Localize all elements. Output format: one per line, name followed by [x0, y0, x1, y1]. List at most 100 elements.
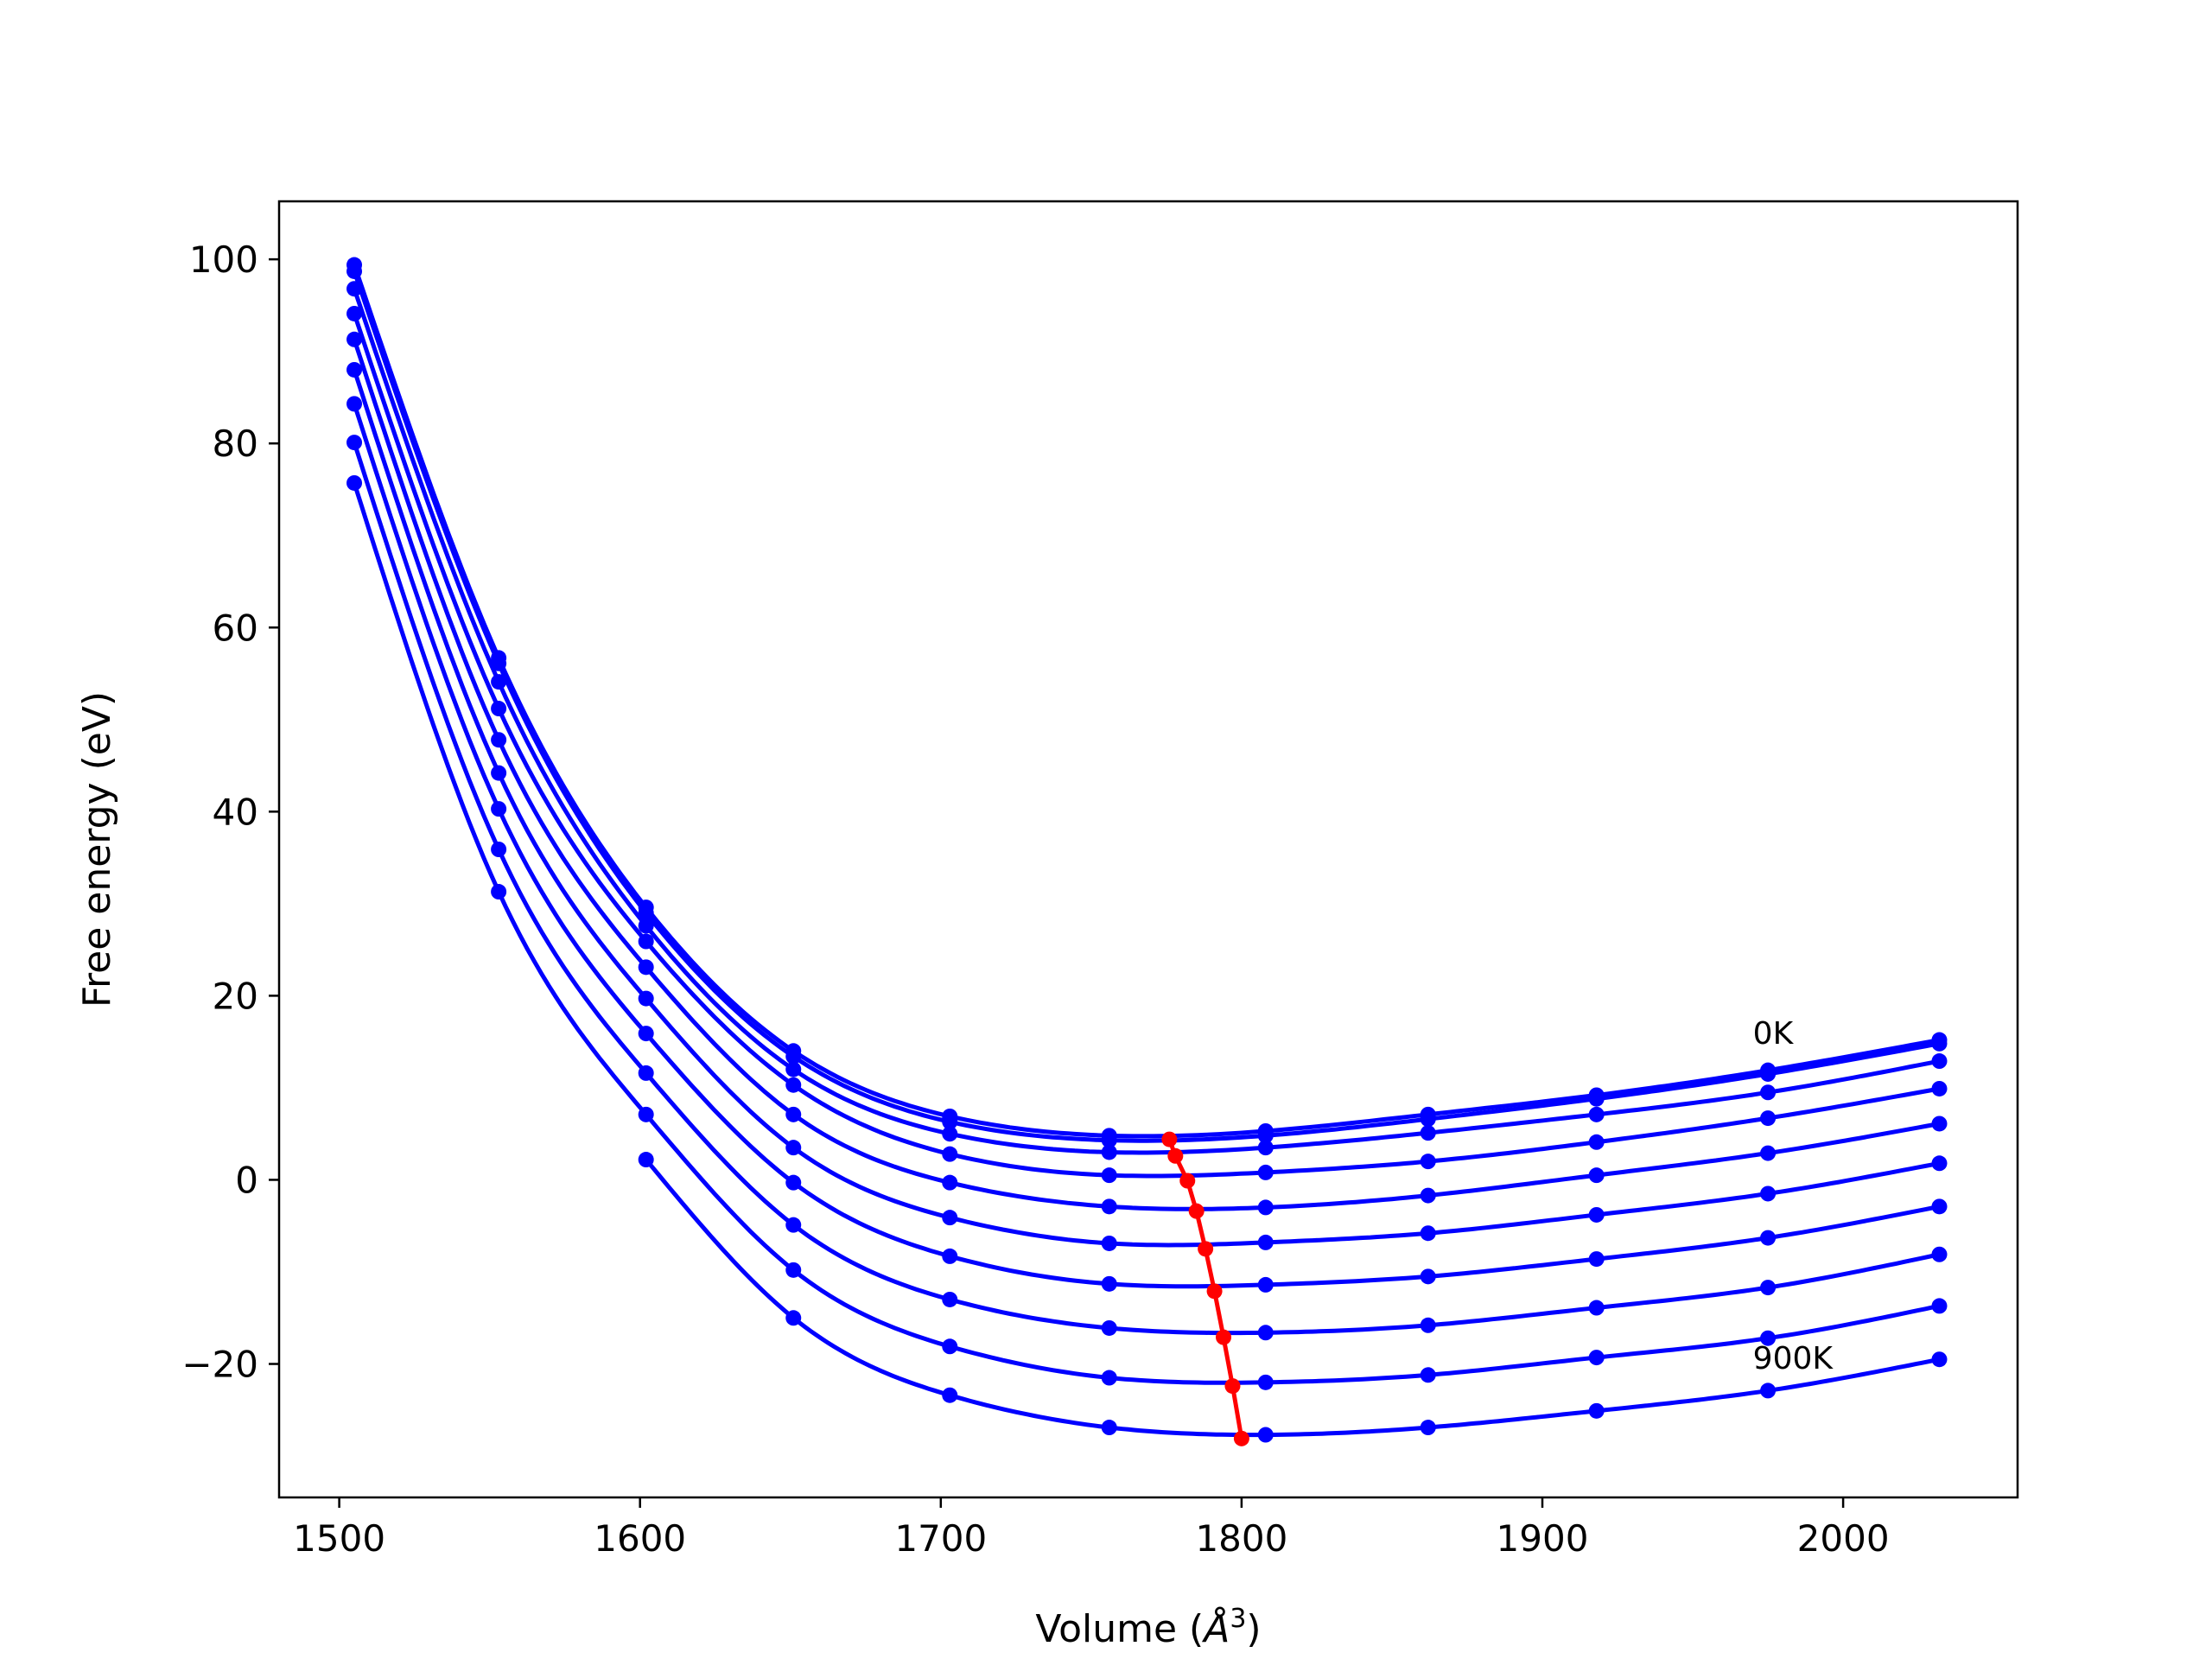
minima-point-3 [1188, 1203, 1205, 1219]
data-point-s6-6 [1257, 1276, 1274, 1293]
data-point-s6-10 [1931, 1198, 1948, 1215]
data-point-s8-2 [638, 1106, 654, 1122]
x-tick-label: 1900 [1497, 1517, 1589, 1560]
data-point-s5-5 [1101, 1235, 1117, 1251]
y-tick-label: 60 [213, 607, 258, 649]
x-tick-label: 1800 [1195, 1517, 1287, 1560]
data-point-s6-2 [638, 1026, 654, 1042]
minima-point-6 [1216, 1329, 1232, 1345]
data-point-s9-1 [785, 1310, 802, 1326]
data-point-s7-0 [346, 435, 363, 451]
x-tick-label: 2000 [1797, 1517, 1890, 1560]
data-point-s3-4 [942, 1146, 958, 1162]
data-point-s7-8 [1588, 1300, 1605, 1316]
minima-point-0 [1161, 1131, 1178, 1147]
data-point-s8-8 [1588, 1350, 1605, 1366]
minima-point-2 [1179, 1173, 1196, 1189]
data-point-s5-0 [346, 361, 363, 378]
x-axis-ticks: 1500 1600 1700 1800 1900 2000 [293, 1497, 1890, 1560]
minima-point-8 [1233, 1430, 1249, 1446]
series-line-1 [352, 270, 1940, 1143]
data-point-s3-1 [491, 701, 507, 717]
x-tick-label: 1500 [293, 1517, 385, 1560]
series-line-3 [352, 313, 1940, 1179]
data-point-s3-6 [1257, 1164, 1274, 1180]
data-point-s1-8 [1588, 1090, 1605, 1107]
data-point-s9-4 [1257, 1427, 1274, 1443]
data-point-s1-2 [638, 905, 654, 921]
curve-layer [352, 264, 1941, 1438]
data-point-s9-6 [1588, 1402, 1605, 1419]
plot-frame [277, 200, 2019, 1499]
annotation-layer: 0K 900K [1753, 1016, 1834, 1376]
y-axis-ticks: −20 0 20 40 60 80 100 [181, 238, 279, 1386]
minima-point-1 [1167, 1147, 1184, 1164]
data-point-s3-9 [1760, 1110, 1777, 1127]
data-point-s5-1 [491, 765, 507, 781]
data-point-s3-5 [1101, 1167, 1117, 1184]
y-tick-label: 20 [213, 975, 258, 1017]
data-point-s3-7 [1420, 1154, 1436, 1170]
data-point-s6-7 [1420, 1268, 1436, 1285]
data-point-s7-9 [1760, 1280, 1777, 1296]
data-point-s2-2 [638, 918, 654, 934]
data-point-s9-3 [1101, 1420, 1117, 1436]
data-point-layer [346, 257, 1948, 1443]
annotation-label-0: 0K [1753, 1016, 1795, 1052]
data-point-s7-6 [1257, 1325, 1274, 1341]
data-point-s6-9 [1760, 1230, 1777, 1246]
data-point-s8-1 [491, 884, 507, 900]
data-point-s8-9 [1760, 1330, 1777, 1346]
data-point-s7-2 [638, 1065, 654, 1081]
y-tick-label: −20 [181, 1344, 258, 1386]
data-point-s5-3 [785, 1140, 802, 1156]
data-point-s4-2 [638, 959, 654, 976]
data-point-s5-2 [638, 990, 654, 1007]
minima-point-4 [1198, 1241, 1214, 1257]
data-point-s1-7 [1420, 1111, 1436, 1128]
data-point-s5-6 [1257, 1234, 1274, 1250]
series-line-5 [352, 369, 1940, 1248]
y-axis-label: Free energy (eV) [75, 691, 119, 1007]
data-point-s4-10 [1931, 1116, 1948, 1132]
data-point-s6-5 [1101, 1275, 1117, 1292]
data-point-s1-1 [491, 655, 507, 671]
data-point-s2-1 [491, 674, 507, 690]
data-point-s4-7 [1420, 1187, 1436, 1204]
data-point-s8-3 [785, 1262, 802, 1278]
series-line-6 [352, 403, 1940, 1289]
data-point-s9-5 [1420, 1420, 1436, 1436]
data-point-s4-4 [942, 1174, 958, 1191]
data-point-s4-6 [1257, 1199, 1274, 1216]
data-point-s7-5 [1101, 1319, 1117, 1336]
x-tick-label: 1700 [894, 1517, 987, 1560]
y-tick-label: 100 [189, 238, 258, 281]
data-point-s6-8 [1588, 1251, 1605, 1268]
data-point-s3-8 [1588, 1134, 1605, 1150]
y-tick-label: 0 [235, 1159, 258, 1201]
data-point-s8-0 [346, 474, 363, 491]
data-point-s6-1 [491, 801, 507, 817]
data-point-s2-9 [1760, 1084, 1777, 1101]
data-point-s2-4 [942, 1126, 958, 1142]
data-point-s5-8 [1588, 1206, 1605, 1223]
data-point-s2-5 [1101, 1144, 1117, 1160]
data-point-s9-2 [942, 1387, 958, 1403]
data-point-s4-0 [346, 331, 363, 347]
data-point-s5-7 [1420, 1225, 1436, 1242]
data-point-s3-3 [785, 1077, 802, 1093]
y-tick-label: 40 [213, 791, 258, 833]
series-line-2 [352, 288, 1941, 1155]
data-point-s9-7 [1760, 1382, 1777, 1399]
minima-point-7 [1224, 1378, 1241, 1395]
data-point-s8-4 [942, 1338, 958, 1355]
data-point-s1-5 [1101, 1132, 1117, 1148]
data-point-s1-6 [1257, 1128, 1274, 1144]
data-point-s7-10 [1931, 1246, 1948, 1262]
series-line-8 [352, 482, 1941, 1385]
data-point-s8-7 [1420, 1367, 1436, 1383]
data-point-s3-10 [1931, 1080, 1948, 1096]
data-point-s2-8 [1588, 1106, 1605, 1122]
data-point-s4-8 [1588, 1167, 1605, 1184]
